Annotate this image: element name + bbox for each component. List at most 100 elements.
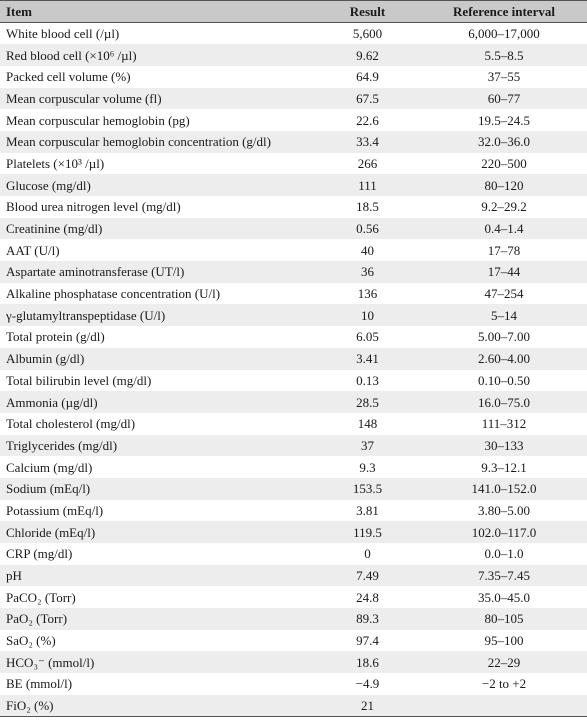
row-reference: 5.00–7.00	[478, 329, 530, 345]
row-reference: 102.0–117.0	[471, 524, 537, 540]
row-result: 10	[361, 307, 374, 323]
row-reference: 9.2–29.2	[481, 199, 527, 215]
table-body: White blood cell (/µl) 5,600 6,000–17,000 R…	[0, 22, 587, 717]
table-row: Chloride (mEq/l) 119.5 102.0–117.0	[0, 521, 587, 543]
row-result: 67.5	[356, 90, 379, 106]
table-row: Calcium (mg/dl) 9.3 9.3–12.1	[0, 456, 587, 478]
row-result: 97.4	[356, 633, 379, 649]
table-row: HCO₃⁻ (mmol/l) 18.6 22–29	[0, 651, 587, 674]
row-item: PaCO₂ (Torr)	[6, 589, 76, 605]
row-item: Calcium (mg/dl)	[6, 459, 93, 475]
row-item: Potassium (mEq/l)	[6, 502, 104, 518]
row-reference: 60–77	[487, 90, 521, 106]
header-item: Item	[0, 0, 314, 23]
row-item: Mean corpuscular volume (fl)	[6, 90, 162, 106]
table-row: SaO₂ (%) 97.4 95–100	[0, 629, 587, 652]
row-item: Mean corpuscular hemoglobin concentratio…	[6, 134, 271, 150]
table-row: Blood urea nitrogen level (mg/dl) 18.5 9.2…	[0, 196, 587, 218]
row-result: 153.5	[352, 481, 383, 497]
row-item: Albumin (g/dl)	[6, 351, 85, 367]
row-result: 7.49	[356, 568, 379, 584]
row-result: 28.5	[356, 394, 379, 410]
table-row: PaO₂ (Torr) 89.3 80–105	[0, 608, 587, 630]
table-row: CRP (mg/dl) 0 0.0–1.0	[0, 543, 587, 565]
row-result: 0.56	[356, 221, 379, 237]
row-reference: 5–14	[491, 307, 517, 323]
row-item: pH	[6, 568, 22, 584]
table-row: Packed cell volume (%) 64.9 37–55	[0, 65, 587, 88]
row-reference: 30–133	[484, 437, 524, 453]
row-item: BE (mmol/l)	[6, 676, 73, 692]
row-reference: −2 to +2	[481, 676, 527, 692]
table-row: Albumin (g/dl) 3.41 2.60–4.00	[0, 347, 587, 370]
row-reference: 7.35–7.45	[478, 568, 530, 584]
table-row: Red blood cell (×10⁶ /µl) 9.62 5.5–8.5	[0, 44, 587, 66]
row-reference: 95–100	[484, 633, 524, 649]
row-item: Blood urea nitrogen level (mg/dl)	[6, 199, 181, 215]
table-row: AAT (U/l) 40 17–78	[0, 239, 587, 262]
row-item: Total cholesterol (mg/dl)	[6, 416, 136, 432]
row-item: FiO₂ (%)	[6, 697, 54, 713]
row-item: Sodium (mEq/l)	[6, 481, 91, 497]
table-row: Ammonia (µg/dl) 28.5 16.0–75.0	[0, 391, 587, 413]
row-reference: 35.0–45.0	[478, 589, 530, 605]
row-result: 148	[357, 416, 378, 432]
row-reference: 16.0–75.0	[478, 394, 530, 410]
row-result: 18.5	[356, 199, 379, 215]
row-result: 36	[361, 264, 374, 280]
row-reference: 0.0–1.0	[484, 546, 524, 562]
table-row: Mean corpuscular hemoglobin concentratio…	[0, 130, 587, 153]
row-result: 119.5	[353, 524, 382, 540]
row-item: Chloride (mEq/l)	[6, 524, 96, 540]
table-row: Total bilirubin level (mg/dl) 0.13 0.10–0.…	[0, 369, 587, 392]
row-reference: 5.5–8.5	[484, 47, 524, 63]
table-row: PaCO₂ (Torr) 24.8 35.0–45.0	[0, 586, 587, 609]
row-result: 24.8	[356, 589, 379, 605]
row-result: 0.13	[356, 372, 379, 388]
row-result: 6.05	[356, 329, 379, 345]
row-item: Glucose (mg/dl)	[6, 177, 91, 193]
row-item: γ-glutamyltranspeptidase (U/l)	[6, 307, 166, 323]
row-result: 5,600	[352, 26, 383, 42]
table-row: Total protein (g/dl) 6.05 5.00–7.00	[0, 326, 587, 348]
row-reference: 3.80–5.00	[478, 502, 530, 518]
header-result: Result	[314, 0, 421, 23]
header-row: Item Result Reference interval	[0, 0, 587, 23]
row-item: Packed cell volume (%)	[6, 69, 131, 85]
row-item: Total protein (g/dl)	[6, 329, 105, 345]
table-header: Item Result Reference interval	[0, 0, 587, 23]
row-result: −4.9	[355, 676, 380, 692]
row-reference: 17–44	[487, 264, 521, 280]
row-reference: 0.4–1.4	[484, 221, 524, 237]
row-result: 89.3	[356, 611, 379, 627]
table-row: Platelets (×10³ /µl) 266 220–500	[0, 152, 587, 175]
row-result: 136	[357, 286, 378, 302]
row-reference: 220–500	[481, 155, 527, 171]
row-reference: 47–254	[484, 286, 524, 302]
row-reference: 111–312	[481, 416, 527, 432]
row-reference: 22–29	[487, 654, 521, 670]
row-result: 111	[358, 177, 377, 193]
table-row: pH 7.49 7.35–7.45	[0, 564, 587, 587]
row-reference: 19.5–24.5	[478, 112, 530, 128]
row-reference	[421, 695, 587, 717]
table-row: BE (mmol/l) −4.9 −2 to +2	[0, 673, 587, 695]
row-reference: 32.0–36.0	[478, 134, 530, 150]
table-row: White blood cell (/µl) 5,600 6,000–17,000	[0, 22, 587, 45]
row-item: Platelets (×10³ /µl)	[6, 155, 105, 171]
row-reference: 0.10–0.50	[478, 372, 530, 388]
row-result: 37	[361, 437, 374, 453]
row-result: 18.6	[356, 654, 379, 670]
row-reference: 80–120	[484, 177, 524, 193]
table-row: Total cholesterol (mg/dl) 148 111–312	[0, 412, 587, 435]
row-reference: 80–105	[484, 611, 524, 627]
table-row: Aspartate aminotransferase (UT/l) 36 17–44	[0, 261, 587, 283]
table-row: Potassium (mEq/l) 3.81 3.80–5.00	[0, 499, 587, 522]
row-reference: 37–55	[487, 69, 521, 85]
table-row: Triglycerides (mg/dl) 37 30–133	[0, 434, 587, 457]
row-reference: 17–78	[487, 242, 521, 258]
table-row: Creatinine (mg/dl) 0.56 0.4–1.4	[0, 217, 587, 240]
table-row: Glucose (mg/dl) 111 80–120	[0, 174, 587, 196]
row-result: 266	[357, 155, 378, 171]
